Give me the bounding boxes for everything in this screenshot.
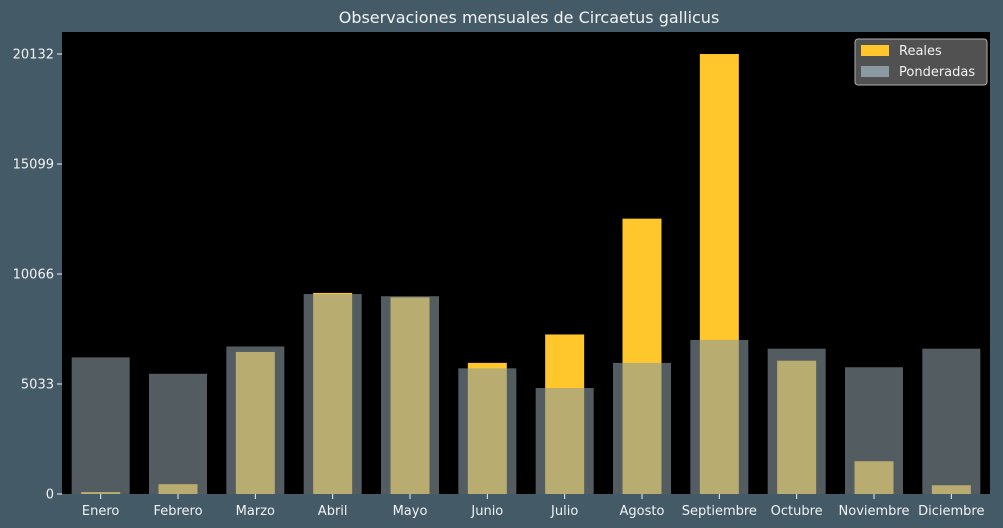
y-tick-label: 20132 (13, 48, 54, 63)
y-axis: 0 5033 10066 15099 20132 (13, 48, 62, 503)
y-tick-label: 0 (46, 488, 54, 503)
series-ponderadas (71, 294, 981, 494)
bar-ponderadas-noviembre (845, 367, 903, 494)
y-tick-label: 5033 (21, 378, 54, 393)
bar-ponderadas-octubre (767, 348, 826, 494)
x-tick-label: Mayo (393, 504, 428, 519)
x-tick-label: Agosto (620, 504, 665, 519)
x-tick-label: Septiembre (682, 504, 757, 519)
bar-ponderadas-agosto (613, 362, 671, 494)
bar-ponderadas-diciembre (922, 348, 981, 494)
bar-ponderadas-septiembre (690, 339, 749, 494)
bar-ponderadas-enero (71, 357, 130, 494)
x-tick-label: Diciembre (918, 504, 984, 519)
legend-label-reales: Reales (899, 44, 942, 59)
x-tick-label: Octubre (771, 504, 823, 519)
legend: Reales Ponderadas (854, 38, 988, 86)
bar-ponderadas-febrero (149, 373, 207, 494)
bar-ponderadas-marzo (226, 346, 285, 494)
y-tick-label: 15099 (13, 158, 54, 173)
legend-swatch-ponderadas (861, 66, 889, 77)
x-tick-label: Noviembre (839, 504, 910, 519)
legend-swatch-reales (861, 45, 889, 56)
x-tick-label: Abril (318, 504, 348, 519)
x-tick-label: Febrero (153, 504, 202, 519)
x-axis: Enero Febrero Marzo Abril Mayo Junio Julio Agos… (82, 494, 985, 519)
x-tick-label: Enero (82, 504, 120, 519)
plot-area (62, 32, 990, 494)
bar-ponderadas-julio (535, 388, 594, 494)
x-tick-label: Marzo (236, 504, 275, 519)
bar-ponderadas-junio (458, 368, 517, 494)
bar-ponderadas-mayo (381, 296, 439, 494)
bar-ponderadas-abril (303, 294, 362, 494)
x-tick-label: Junio (470, 504, 503, 519)
y-tick-label: 10066 (13, 268, 54, 283)
x-tick-label: Julio (550, 504, 578, 519)
chart-title: Observaciones mensuales de Circaetus gal… (339, 8, 720, 27)
legend-label-ponderadas: Ponderadas (899, 65, 975, 80)
